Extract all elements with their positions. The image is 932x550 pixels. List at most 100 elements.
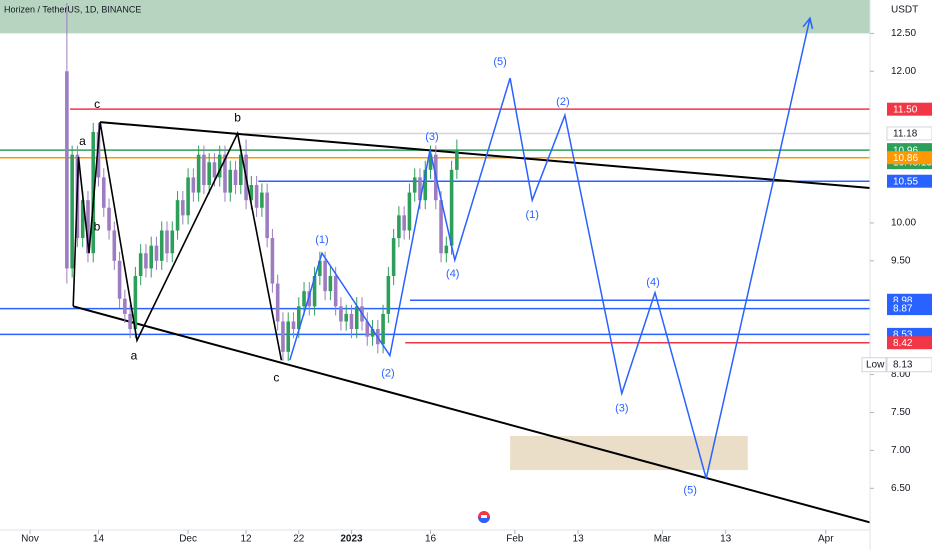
candle-body xyxy=(307,291,312,307)
candle-body xyxy=(165,230,169,254)
candle-body xyxy=(449,169,454,246)
candle-body xyxy=(80,200,85,239)
price-label-box xyxy=(887,174,932,188)
price-label: 11.18 xyxy=(893,129,918,140)
wave-label: (3) xyxy=(615,402,628,414)
x-tick-label: Apr xyxy=(818,534,834,545)
price-label: 8.53 xyxy=(893,330,913,341)
candle-body xyxy=(181,200,185,216)
candle-body xyxy=(223,154,227,193)
wave-label: (2) xyxy=(556,96,569,108)
candle-body xyxy=(254,185,259,208)
candle-body xyxy=(260,192,264,208)
trend-line xyxy=(99,121,871,190)
price-label: 10.55 xyxy=(893,176,918,187)
candle-body xyxy=(159,230,164,261)
y-tick-label: 7.50 xyxy=(891,407,911,418)
x-tick-label: Nov xyxy=(21,534,39,545)
y-tick-label: 12.00 xyxy=(891,66,916,77)
x-tick-label: Feb xyxy=(506,534,524,545)
price-label: 8.42 xyxy=(893,338,913,349)
candle-body xyxy=(281,321,285,352)
candle-body xyxy=(239,154,243,186)
candle-body xyxy=(117,260,122,299)
y-tick-label: 8.00 xyxy=(891,369,911,380)
candle-body xyxy=(149,245,153,269)
candle-body xyxy=(107,207,111,231)
candle-body xyxy=(323,260,327,292)
candle-body xyxy=(138,253,143,276)
candle-body xyxy=(144,253,148,269)
candle-body xyxy=(228,169,233,193)
candle-body xyxy=(123,298,127,314)
zone xyxy=(0,0,870,34)
x-tick-label: Mar xyxy=(654,534,672,545)
y-tick-label: 7.00 xyxy=(891,445,911,456)
price-label: 11.50 xyxy=(893,104,918,115)
low-value-box xyxy=(886,357,932,373)
candle-body xyxy=(302,291,306,307)
candle-body xyxy=(154,245,159,261)
candle-body xyxy=(70,154,74,269)
candle-body xyxy=(249,185,254,201)
candle-body xyxy=(296,306,301,330)
trend-line xyxy=(72,305,871,524)
candle-body xyxy=(349,313,354,330)
wave-label: c xyxy=(94,97,100,111)
candle-body xyxy=(196,154,201,193)
x-tick-label: 14 xyxy=(93,534,105,545)
candle-body xyxy=(339,306,343,322)
y-tick-label: 6.50 xyxy=(891,483,911,494)
candle-body xyxy=(265,192,269,239)
candle-body xyxy=(112,230,117,261)
candle-body xyxy=(402,215,406,231)
wave-label: (5) xyxy=(493,56,506,68)
candle-body xyxy=(312,275,317,307)
x-tick-label: 2023 xyxy=(340,534,363,545)
candle-body xyxy=(170,230,175,254)
candle-body xyxy=(191,177,196,193)
price-label-box xyxy=(887,102,932,116)
price-label-box xyxy=(887,151,932,165)
candle-body xyxy=(428,154,433,170)
low-label-text: Low xyxy=(866,359,885,370)
candle-body xyxy=(381,313,385,345)
candle-body xyxy=(86,200,90,254)
candle-body xyxy=(270,238,275,284)
candle-body xyxy=(365,321,370,337)
price-label: 10.96 xyxy=(893,145,918,156)
candle-body xyxy=(212,162,217,178)
currency: USDT xyxy=(891,5,918,16)
candle-body xyxy=(418,177,422,201)
price-label-box xyxy=(887,336,932,350)
x-tick-label: 16 xyxy=(425,534,437,545)
candle-body xyxy=(439,200,443,254)
candle-body xyxy=(275,283,280,322)
x-tick-label: 12 xyxy=(241,534,253,545)
candle-body xyxy=(407,192,412,231)
wave-label: a xyxy=(131,349,138,363)
candle-body xyxy=(101,177,106,208)
black-wave xyxy=(72,121,283,361)
zone xyxy=(510,435,748,471)
candle-body xyxy=(412,177,417,193)
candle-body xyxy=(286,321,291,352)
candle-body xyxy=(344,313,348,322)
candle-body xyxy=(217,154,222,178)
price-label: 8.98 xyxy=(893,295,913,306)
wave-label: (4) xyxy=(646,277,659,289)
plot xyxy=(0,3,871,524)
wave-label: (5) xyxy=(683,484,696,496)
candle-body xyxy=(96,131,101,178)
y-tick-label: 9.50 xyxy=(891,255,911,266)
wave-label: (2) xyxy=(381,368,394,380)
candle-body xyxy=(328,275,333,292)
candle-body xyxy=(91,131,96,254)
candle-body xyxy=(291,321,296,330)
y-tick-label: 10.00 xyxy=(891,218,916,229)
price-label: 8.87 xyxy=(893,304,913,315)
candle-body xyxy=(370,329,375,337)
candle-body xyxy=(391,238,396,276)
candle-body xyxy=(318,260,322,276)
low-label-box xyxy=(861,357,887,373)
